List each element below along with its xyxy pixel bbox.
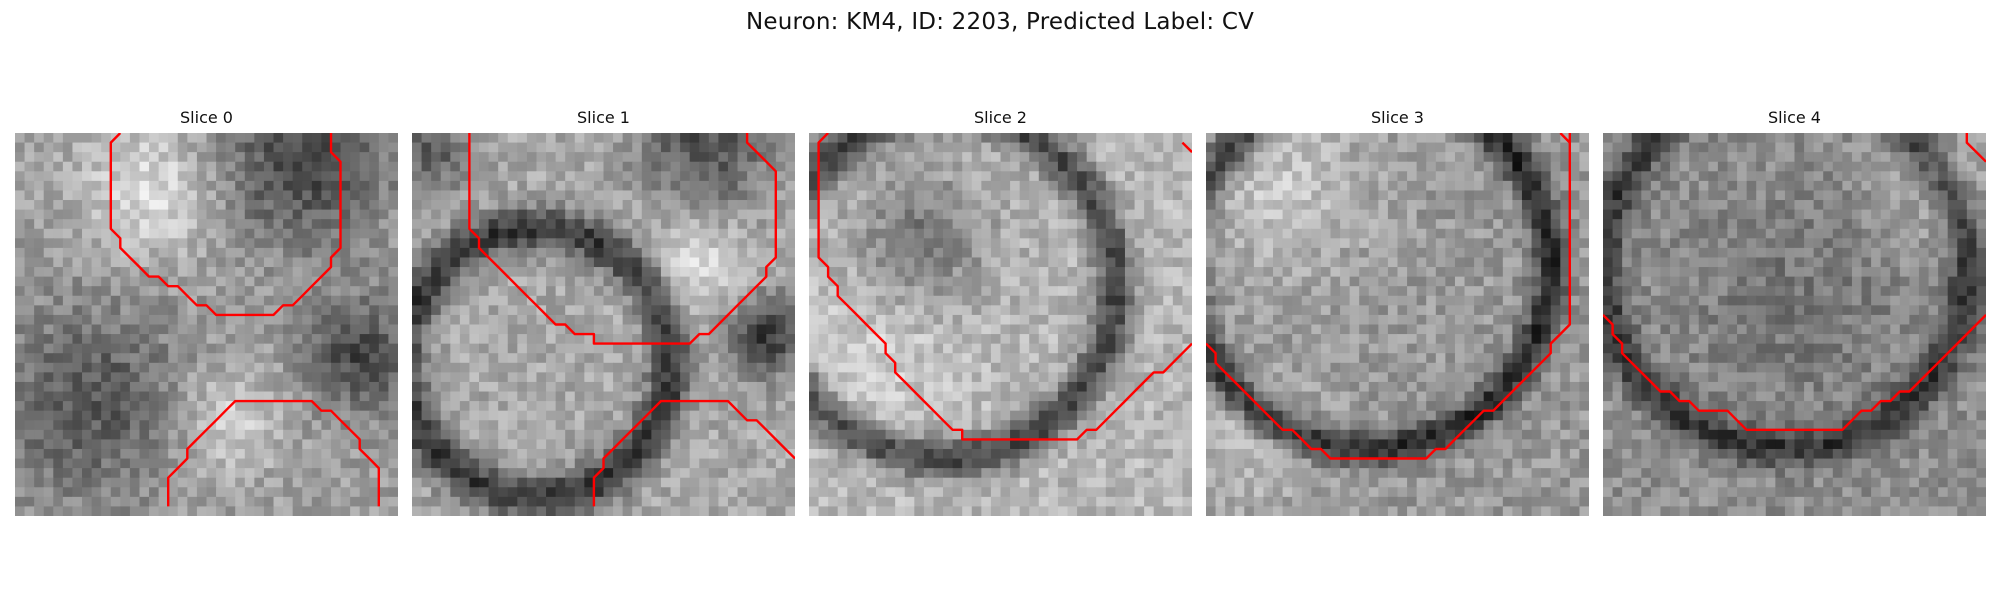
slice-image-2 — [809, 133, 1192, 516]
slice-pixels-1 — [412, 133, 795, 516]
contour-line-3-1 — [1559, 133, 1571, 144]
slice-pixels-3 — [1206, 133, 1589, 516]
slice-image-3 — [1206, 133, 1589, 516]
slice-title-3: Slice 3 — [1371, 108, 1424, 127]
slice-pixels-0 — [15, 133, 398, 516]
slice-panel-1: Slice 1 — [412, 108, 795, 516]
contour-line-3-0 — [1206, 133, 1571, 460]
contour-line-2-1 — [1181, 141, 1192, 153]
slice-panel-2: Slice 2 — [809, 108, 1192, 516]
slice-pixels-2 — [809, 133, 1192, 516]
slice-image-4 — [1603, 133, 1986, 516]
contour-line-0-0 — [109, 133, 342, 317]
figure-title: Neuron: KM4, ID: 2203, Predicted Label: … — [745, 9, 1255, 35]
slice-panel-3: Slice 3 — [1206, 108, 1589, 516]
slice-image-0 — [15, 133, 398, 516]
contour-line-1-1 — [592, 399, 795, 507]
contour-line-4-0 — [1603, 314, 1986, 431]
contour-line-0-1 — [166, 399, 380, 507]
slice-title-1: Slice 1 — [577, 108, 630, 127]
slice-title-0: Slice 0 — [180, 108, 233, 127]
contour-line-4-1 — [1965, 133, 1986, 163]
slice-panel-0: Slice 0 — [15, 108, 398, 516]
slice-title-4: Slice 4 — [1768, 108, 1821, 127]
contour-line-1-0 — [468, 133, 777, 345]
slice-title-2: Slice 2 — [974, 108, 1027, 127]
slice-panel-4: Slice 4 — [1603, 108, 1986, 516]
slice-image-1 — [412, 133, 795, 516]
slice-pixels-4 — [1603, 133, 1986, 516]
contour-line-2-0 — [817, 133, 1192, 441]
